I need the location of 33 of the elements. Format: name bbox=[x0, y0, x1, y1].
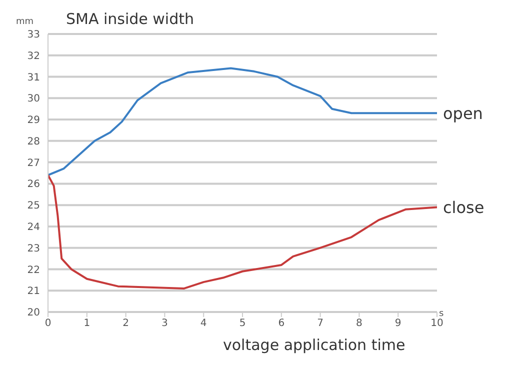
line-series bbox=[48, 174, 437, 290]
y-tick-label: 33 bbox=[27, 30, 40, 41]
y-tick-label: 29 bbox=[27, 115, 40, 126]
y-tick-label: 25 bbox=[27, 200, 40, 212]
x-tick-label: 4 bbox=[200, 318, 207, 330]
y-tick-label: 24 bbox=[27, 222, 40, 234]
y-tick-label: 22 bbox=[27, 264, 40, 276]
y-axis-title: mm bbox=[16, 17, 34, 27]
y-tick-label: 20 bbox=[27, 308, 40, 319]
x-tick-label: 9 bbox=[394, 318, 402, 330]
x-tick-label: 5 bbox=[239, 318, 246, 330]
y-tick-label: 32 bbox=[27, 50, 40, 62]
x-tick-label: 6 bbox=[278, 318, 285, 330]
y-tick-label: 21 bbox=[27, 286, 40, 298]
x-tick-label: 2 bbox=[122, 318, 129, 330]
text: s bbox=[439, 309, 444, 319]
y-tick-label: 31 bbox=[27, 72, 40, 84]
y-tick-label: 26 bbox=[27, 179, 40, 190]
y-tick-label: 23 bbox=[27, 243, 40, 254]
x-tick-label: 7 bbox=[317, 318, 324, 330]
x-tick-label: 0 bbox=[44, 318, 52, 330]
x-tick-label: 3 bbox=[162, 318, 168, 330]
series-label: close bbox=[443, 198, 484, 218]
series-label: open bbox=[443, 104, 483, 124]
x-tick-label: 1 bbox=[84, 318, 90, 330]
chart-title: SMA inside width bbox=[66, 10, 194, 28]
y-tick-label: 30 bbox=[27, 94, 40, 105]
y-tick-label: 28 bbox=[27, 136, 40, 148]
x-tick-label: 10 bbox=[430, 318, 444, 330]
x-tick-label: 8 bbox=[356, 318, 362, 330]
line-series bbox=[48, 67, 437, 176]
y-tick-label: 27 bbox=[27, 158, 40, 169]
x-axis-title: voltage application time bbox=[223, 336, 406, 354]
